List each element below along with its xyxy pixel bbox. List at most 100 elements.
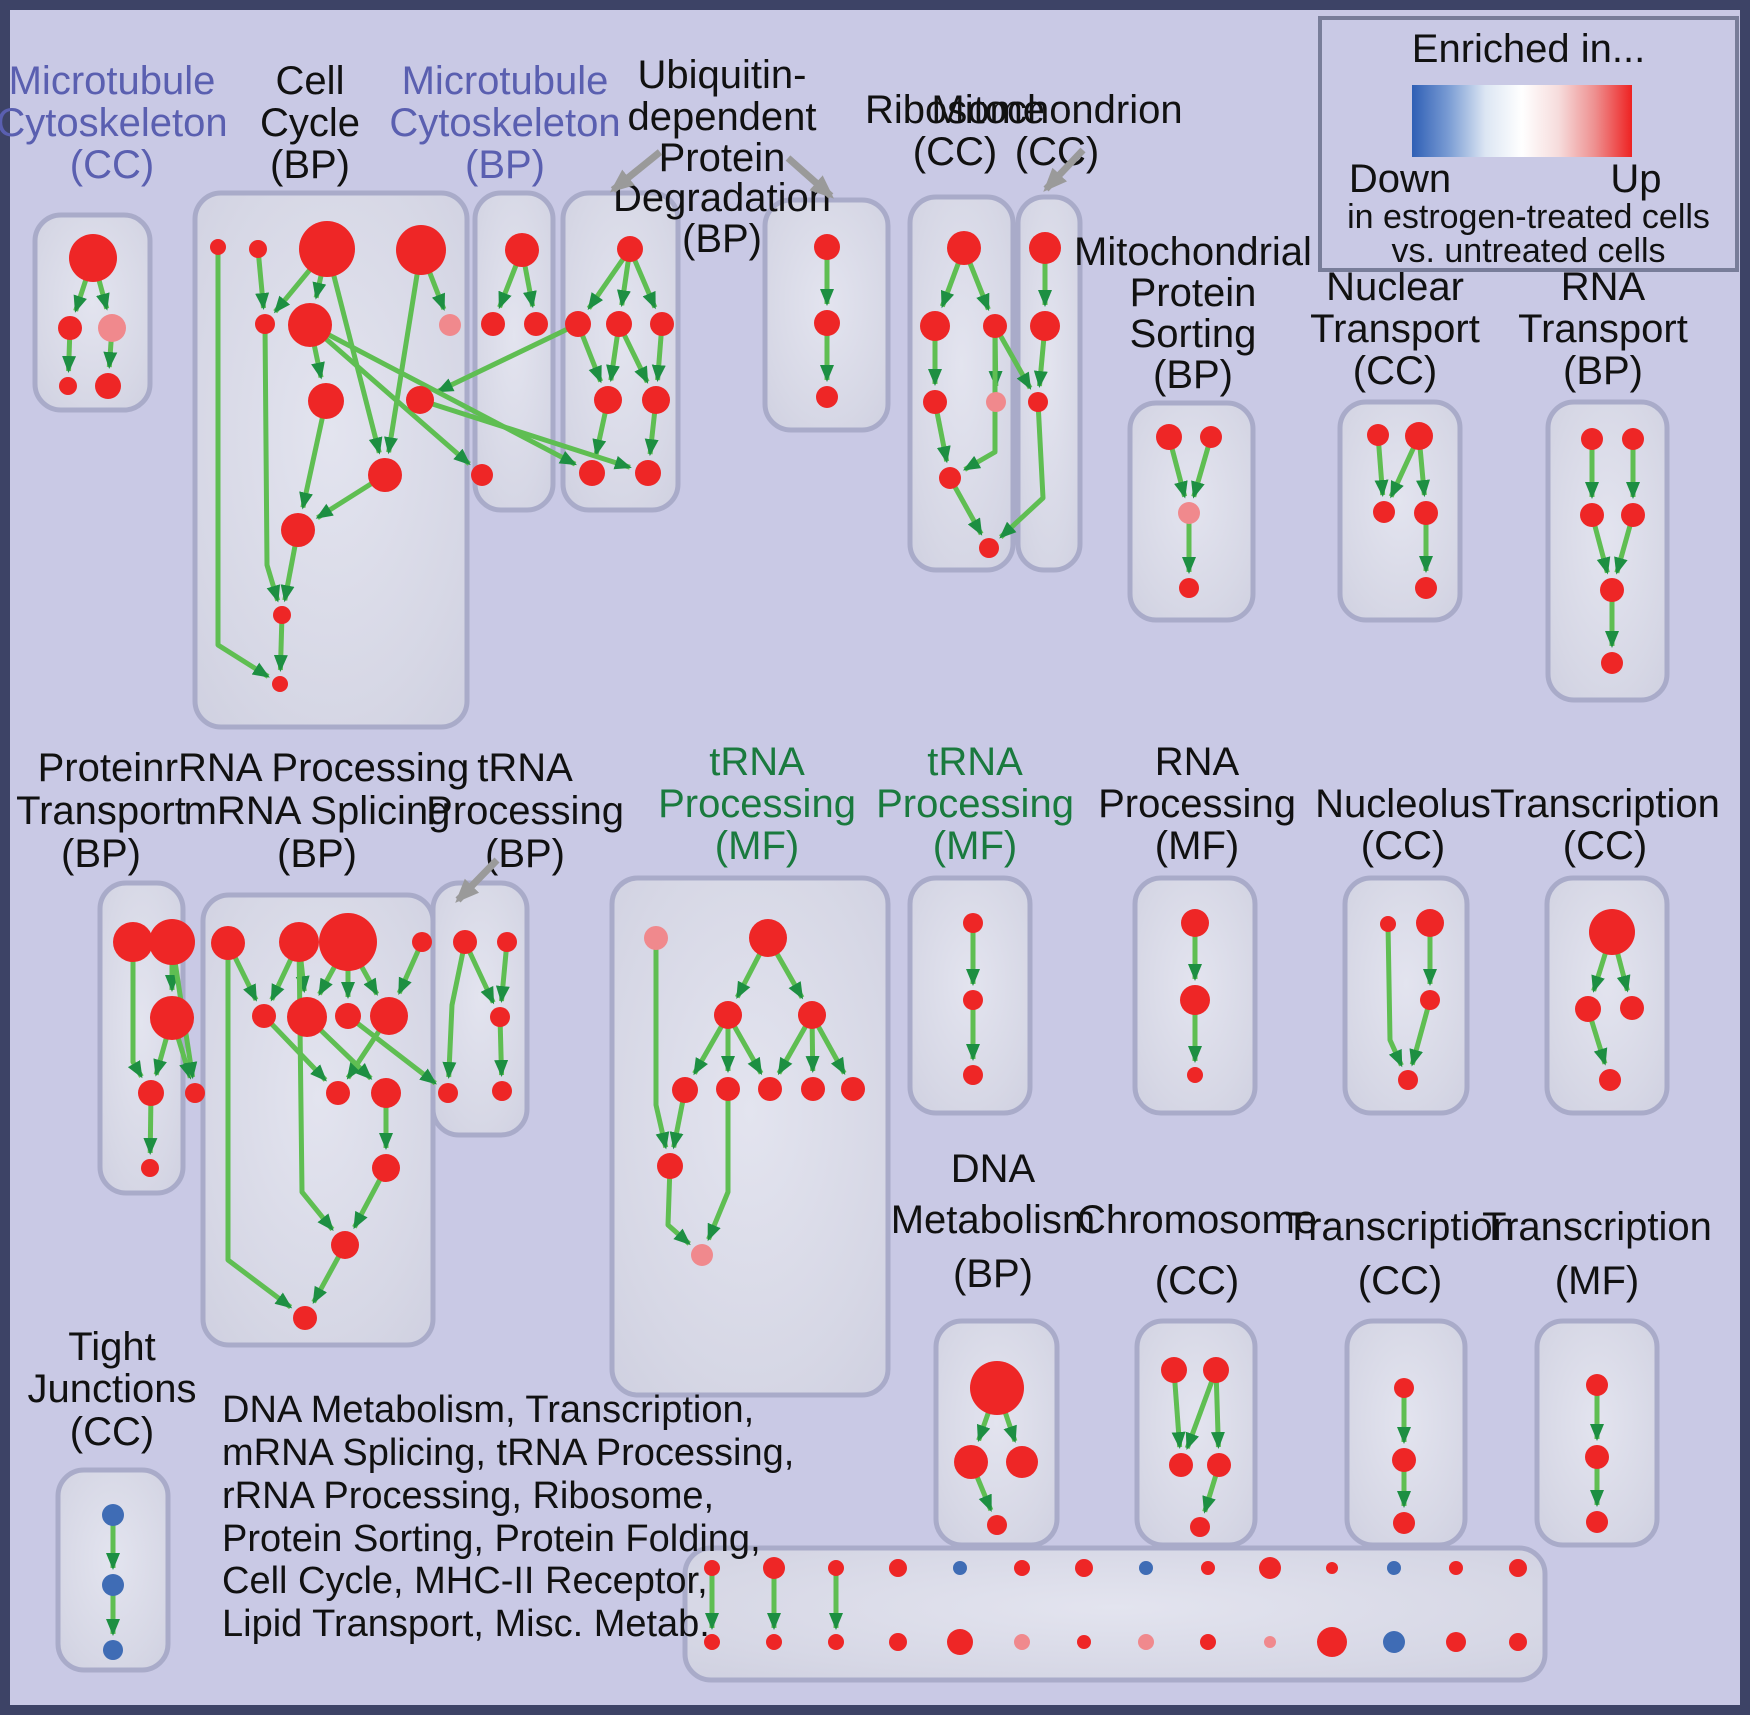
cluster-box-nucleolus: [1342, 875, 1470, 1116]
go-term-node-r2: [920, 311, 950, 341]
legend-gradient-bar: [1412, 85, 1632, 157]
go-term-node-v3: [816, 386, 838, 408]
labels-layer: MicrotubuleCytoskeleton(CC)CellCycle(BP)…: [0, 16, 1739, 1645]
go-term-node-bb10: [1317, 1627, 1347, 1657]
cluster-label-transc_cc1: Transcription: [1490, 782, 1720, 826]
go-term-node-j3: [103, 1640, 123, 1660]
cluster-box-transc_cc1: [1544, 875, 1670, 1116]
go-term-node-bt10: [1326, 1562, 1338, 1574]
go-term-node-k7: [758, 1077, 782, 1101]
go-term-node-f3: [1586, 1511, 1608, 1533]
go-term-node-bt8: [1201, 1561, 1215, 1575]
cluster-label-rna_proc_mf: (MF): [1155, 824, 1239, 868]
go-term-node-k11: [691, 1244, 713, 1266]
go-term-edge: [442, 941, 468, 1080]
go-term-node-k2: [749, 919, 787, 957]
go-term-node-w2: [963, 990, 983, 1010]
go-term-node-m2: [481, 312, 505, 336]
cluster-label-mps: Protein: [1130, 271, 1257, 315]
go-term-node-g11: [372, 1154, 400, 1182]
go-term-edge: [262, 1014, 328, 1082]
cluster-label-cell_cycle: (BP): [270, 143, 350, 187]
go-term-node-s2: [1622, 428, 1644, 450]
go-term-node-r3: [983, 314, 1007, 338]
go-term-node-r6: [939, 467, 961, 489]
go-term-node-p2: [1200, 426, 1222, 448]
go-term-node-r5: [986, 392, 1006, 412]
go-term-node-bt7: [1139, 1561, 1153, 1575]
go-term-node-bb9: [1264, 1636, 1276, 1648]
go-term-node-k8: [801, 1077, 825, 1101]
go-term-edge: [962, 326, 998, 472]
go-term-node-y2: [1416, 909, 1444, 937]
go-term-node-n4: [396, 225, 446, 275]
go-term-node-p4: [1179, 578, 1199, 598]
go-term-node-y3: [1420, 990, 1440, 1010]
cluster-label-nuc_tr: Transport: [1310, 307, 1480, 351]
go-term-node-bt0: [704, 1560, 720, 1576]
go-term-node-bt1: [763, 1557, 785, 1579]
go-term-node-c5: [1190, 1517, 1210, 1537]
go-term-node-e3: [1393, 1512, 1415, 1534]
legend-title: Enriched in...: [1412, 27, 1645, 71]
go-term-node-g2: [279, 922, 319, 962]
cluster-label-dna_met: (BP): [953, 1252, 1033, 1296]
go-term-node-q4: [1414, 501, 1438, 525]
go-term-node-n10: [368, 458, 402, 492]
cluster-label-dna_met: Metabolism: [891, 1198, 1096, 1242]
go-term-node-k10: [657, 1153, 683, 1179]
go-term-node-h1: [453, 930, 477, 954]
label-pointer-arrow: [785, 155, 834, 199]
go-term-node-bt11: [1387, 1561, 1401, 1575]
cluster-label-rrna: rRNA Processing: [165, 746, 470, 790]
go-term-node-t1: [113, 922, 153, 962]
go-term-edge: [384, 249, 424, 455]
cluster-label-trna_mf2: tRNA: [927, 740, 1023, 784]
go-term-node-u7: [579, 460, 605, 486]
go-term-node-v1: [814, 234, 840, 260]
cluster-label-nucleolus: Nucleolus: [1315, 782, 1491, 826]
go-term-node-a4: [59, 377, 77, 395]
go-term-edge: [308, 323, 471, 466]
misc-categories-text-line: DNA Metabolism, Transcription,: [222, 1389, 754, 1431]
go-term-node-n5: [255, 314, 275, 334]
go-term-edge: [706, 1089, 731, 1242]
go-term-node-g13: [293, 1306, 317, 1330]
go-term-node-q3: [1373, 501, 1395, 523]
go-term-node-y1: [1380, 916, 1396, 932]
cluster-label-cell_cycle: Cell: [276, 59, 345, 103]
go-term-node-s1: [1581, 428, 1603, 450]
cluster-box-rna_tr: [1545, 399, 1670, 703]
go-term-node-s6: [1601, 652, 1623, 674]
go-term-node-c1: [1161, 1357, 1187, 1383]
go-term-node-bt4: [953, 1561, 967, 1575]
cluster-label-trna_mf1: (MF): [715, 824, 799, 868]
cluster-label-mt_bp: Microtubule: [402, 59, 609, 103]
cluster-label-trna_bp: Processing: [426, 789, 624, 833]
cluster-label-ribosome: Ribosome: [865, 88, 1045, 132]
go-term-node-m1: [505, 233, 539, 267]
go-term-edge: [215, 247, 270, 679]
cluster-label-mito: Mitochondrion: [931, 88, 1182, 132]
go-term-node-bb2: [828, 1634, 844, 1650]
go-term-node-u4: [650, 312, 674, 336]
go-term-node-g7: [335, 1003, 361, 1029]
go-term-node-g3: [319, 913, 377, 971]
legend-subtitle-2: vs. untreated cells: [1391, 232, 1665, 270]
go-term-edge: [1184, 1369, 1219, 1450]
go-term-node-mb3: [1028, 392, 1048, 412]
go-term-node-bb7: [1138, 1634, 1154, 1650]
go-term-node-s5: [1600, 578, 1624, 602]
go-term-node-j2: [102, 1574, 124, 1596]
go-term-node-r4: [923, 390, 947, 414]
go-term-node-u6: [642, 386, 670, 414]
go-term-node-g10: [371, 1078, 401, 1108]
legend-up-label: Up: [1610, 157, 1661, 201]
cluster-label-prot_tr: Protein: [38, 746, 165, 790]
go-term-node-mb1: [1029, 232, 1061, 264]
go-term-node-g9: [326, 1081, 350, 1105]
go-term-node-n11: [281, 513, 315, 547]
go-term-node-x1: [1181, 909, 1209, 937]
cluster-label-mt_cc: Cytoskeleton: [0, 101, 228, 145]
